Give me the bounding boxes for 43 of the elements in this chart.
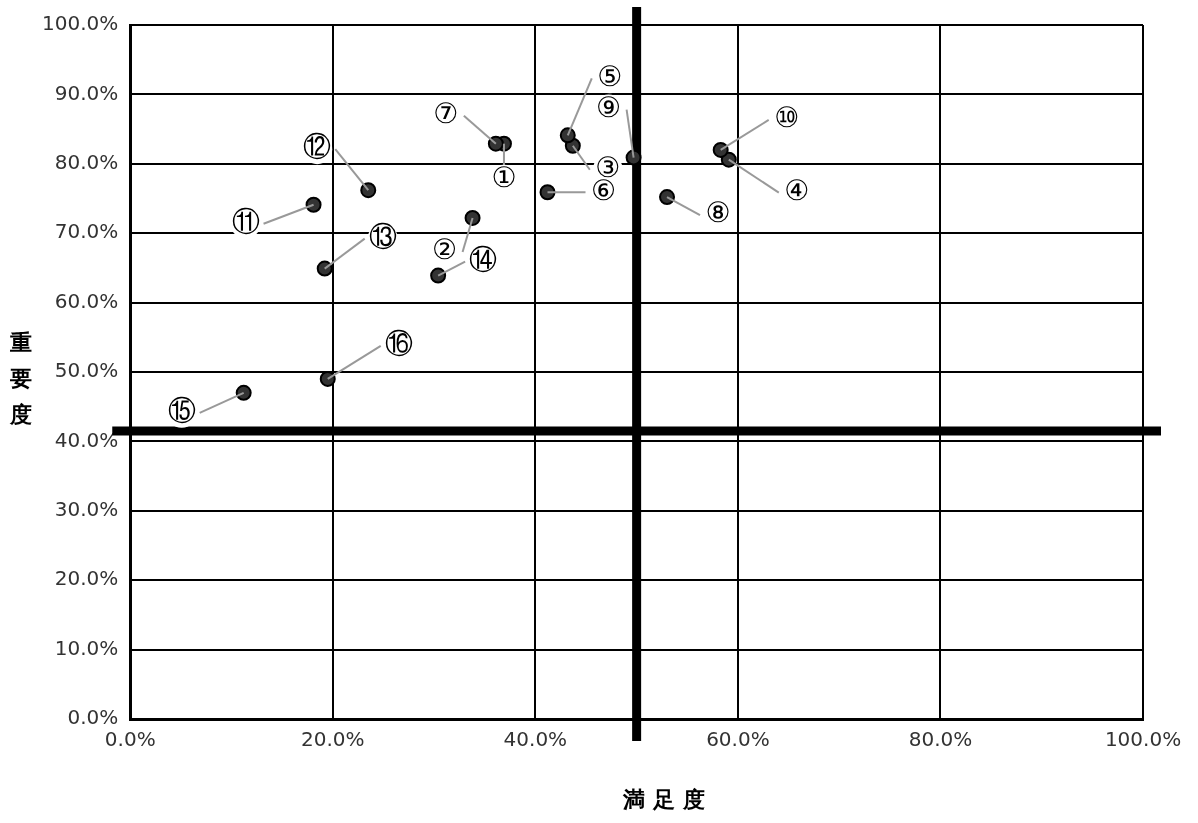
point [487, 135, 504, 152]
x-tick-label: 80.0% [908, 727, 973, 752]
point [539, 184, 556, 201]
y-tick-label: 80.0% [54, 150, 119, 174]
y-tick-label: 40.0% [54, 427, 119, 452]
y-tick-label: 50.0% [54, 358, 119, 383]
point [305, 196, 322, 213]
annotation: ⑭ [469, 242, 498, 276]
x-tick-label: 40.0% [503, 727, 568, 752]
annotation: ⑩ [774, 101, 800, 135]
annotation: ⑧ [705, 196, 731, 230]
point [316, 260, 333, 277]
annotation: ⑬ [368, 219, 397, 253]
annotation: ① [491, 160, 517, 194]
point [625, 149, 642, 166]
point [235, 384, 252, 401]
x-tick-label: 100.0% [1104, 727, 1182, 752]
annotation: ⑪ [231, 205, 260, 239]
x-tick-label: 0.0% [104, 727, 156, 752]
x-tick-label: 60.0% [706, 727, 770, 752]
y-tick-label: 0.0% [67, 705, 119, 730]
y-tick-label: 90.0% [54, 80, 119, 105]
y-tick-label: 60.0% [54, 288, 119, 313]
y-tick-label: 30.0% [54, 497, 119, 521]
annotation: ④ [784, 173, 810, 207]
y-tick-label: 20.0% [54, 566, 119, 591]
point [712, 141, 729, 158]
y-axis-title: 重要度 [10, 329, 33, 429]
x-tick-label: 20.0% [301, 727, 365, 752]
point [430, 267, 447, 284]
annotation: ⑨ [596, 90, 622, 124]
y-tick-label: 70.0% [54, 219, 119, 244]
x-axis-title: 満 足 度 [622, 786, 706, 814]
annotation: ⑫ [303, 130, 332, 164]
annotation: ② [432, 233, 458, 267]
y-tick-label: 100.0% [41, 11, 119, 36]
annotation: ⑮ [167, 394, 196, 428]
annotation: ⑤ [597, 59, 623, 93]
annotation: ⑯ [384, 327, 413, 361]
annotation: ⑦ [433, 96, 459, 130]
y-tick-label: 10.0% [54, 635, 119, 660]
point [464, 209, 481, 226]
point [559, 127, 576, 144]
